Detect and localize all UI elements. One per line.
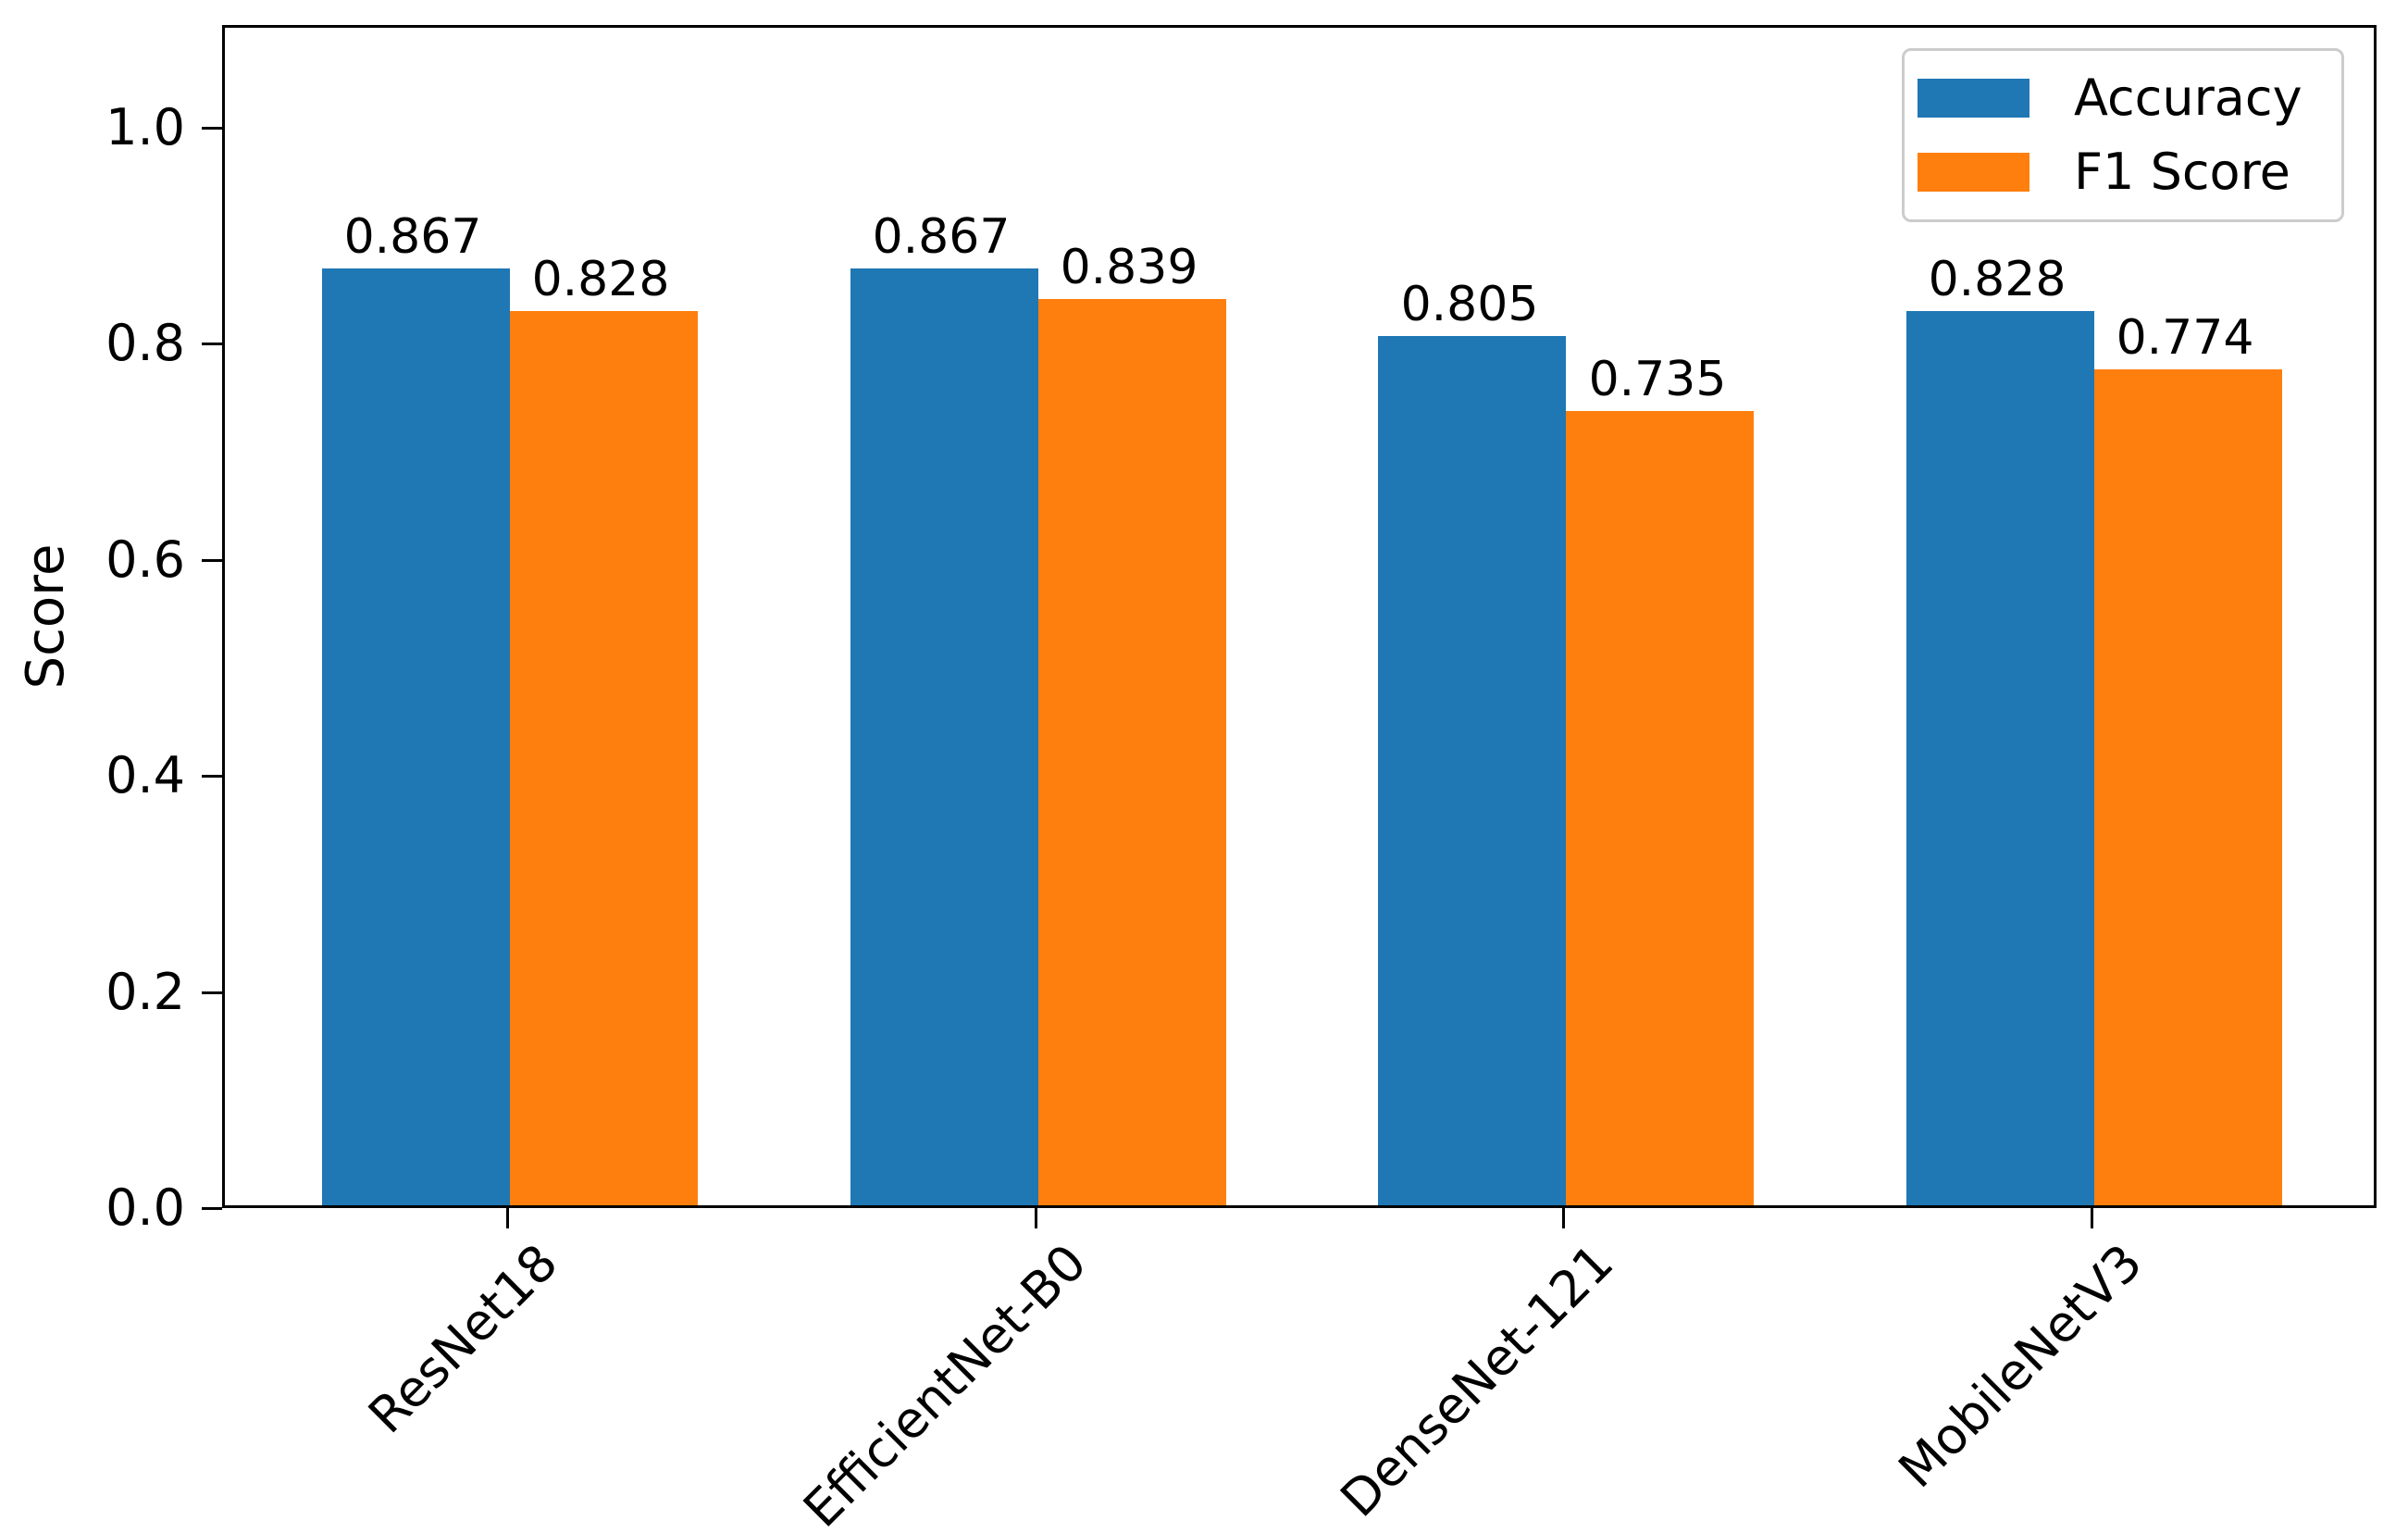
y-tick-mark (202, 343, 222, 345)
y-tick-label: 0.2 (106, 963, 185, 1021)
y-tick-mark (202, 127, 222, 130)
bar-f1-score-mobilenetv3 (2094, 369, 2282, 1205)
bar-value-label: 0.839 (1060, 240, 1198, 295)
bar-value-label: 0.867 (872, 209, 1011, 265)
x-tick-label-efficientnet-b0: EfficientNet-B0 (791, 1233, 1098, 1533)
y-tick-mark (202, 1207, 222, 1210)
x-tick-label-densenet-121: DenseNet-121 (1329, 1233, 1625, 1528)
plot-area (222, 25, 2377, 1208)
bar-value-label: 0.774 (2116, 310, 2254, 366)
legend-row-accuracy: Accuracy (1918, 68, 2341, 127)
x-tick-label-resnet18: ResNet18 (357, 1233, 569, 1445)
y-tick-label: 0.0 (106, 1178, 185, 1237)
bar-accuracy-densenet-121 (1378, 336, 1566, 1205)
bar-accuracy-mobilenetv3 (1906, 311, 2094, 1205)
bar-value-label: 0.735 (1588, 352, 1727, 407)
x-tick-mark (506, 1208, 509, 1228)
legend-label-accuracy: Accuracy (2074, 68, 2302, 127)
bar-value-label: 0.828 (1928, 252, 2067, 307)
y-tick-mark (202, 775, 222, 778)
bar-accuracy-efficientnet-b0 (850, 268, 1038, 1205)
y-tick-mark (202, 559, 222, 562)
bar-accuracy-resnet18 (322, 268, 510, 1205)
y-tick-label: 0.8 (106, 314, 185, 372)
bar-f1-score-efficientnet-b0 (1038, 299, 1226, 1205)
y-axis-label: Score (16, 543, 76, 690)
x-tick-label-mobilenetv3: MobileNetV3 (1887, 1233, 2154, 1500)
bar-value-label: 0.805 (1400, 277, 1539, 332)
y-tick-label: 1.0 (106, 98, 185, 156)
legend-row-f1: F1 Score (1918, 144, 2341, 200)
bar-f1-score-resnet18 (510, 311, 698, 1205)
legend-label-f1: F1 Score (2074, 143, 2290, 202)
y-tick-mark (202, 991, 222, 994)
x-tick-mark (2091, 1208, 2093, 1228)
x-tick-mark (1562, 1208, 1565, 1228)
bar-value-label: 0.867 (343, 209, 482, 265)
y-tick-label: 0.6 (106, 530, 185, 589)
f1-score-swatch-icon (1918, 153, 2029, 193)
legend: Accuracy F1 Score (1902, 48, 2344, 222)
x-tick-mark (1035, 1208, 1037, 1228)
bar-value-label: 0.828 (531, 252, 670, 307)
y-tick-label: 0.4 (106, 746, 185, 804)
bar-f1-score-densenet-121 (1566, 411, 1754, 1205)
accuracy-swatch-icon (1918, 78, 2029, 118)
